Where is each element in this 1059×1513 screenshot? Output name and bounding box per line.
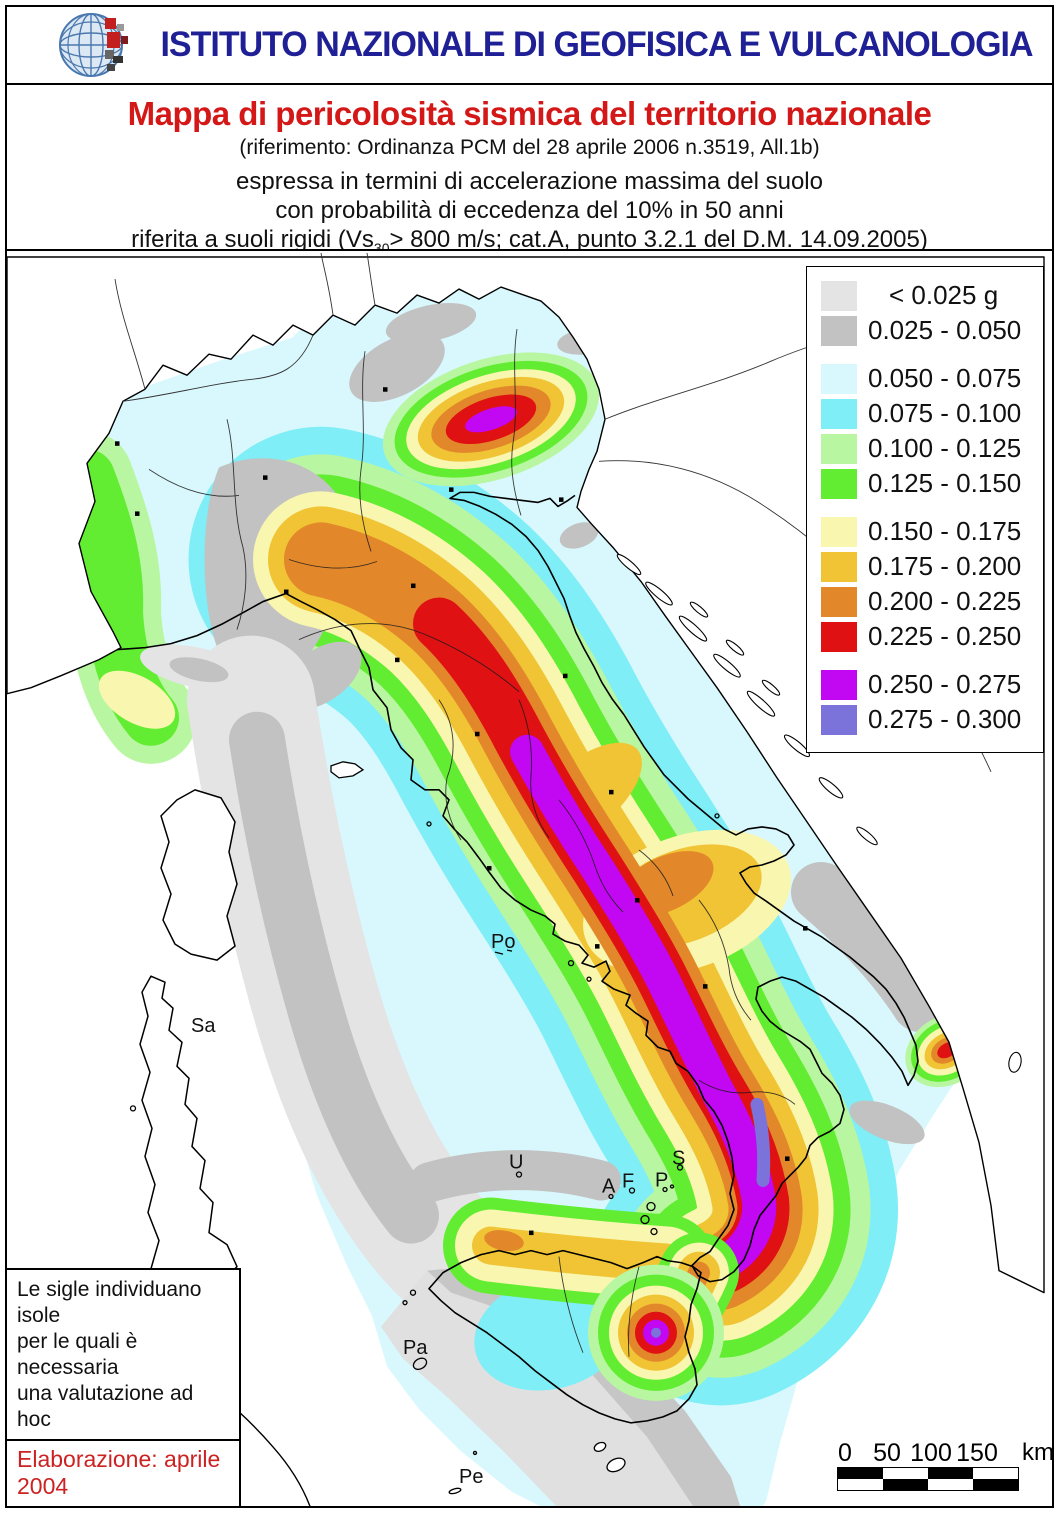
- subtitle-3: riferita a suoli rigidi (Vs30> 800 m/s; …: [131, 226, 928, 251]
- map-title: Mappa di pericolosità sismica del territ…: [127, 95, 932, 132]
- legend-swatch: [821, 586, 857, 617]
- legend-row: 0.025 - 0.050: [821, 315, 1033, 346]
- label-stromboli: S: [672, 1147, 685, 1169]
- legend-swatch: [821, 363, 857, 394]
- legend-row: 0.150 - 0.175: [821, 516, 1033, 547]
- label-sardegna: Sa: [191, 1015, 216, 1037]
- southeast-sicily-hotspot: [588, 1264, 724, 1401]
- hazard-map: Po Sa U A F P S Pa Pe: [7, 252, 1045, 1506]
- subtitle-2: con probabilità di eccedenza del 10% in …: [275, 197, 784, 224]
- italy-coastline: [116, 491, 919, 1424]
- note-text: Le sigle individuano isole per le quali …: [17, 1278, 202, 1431]
- map-area: Po Sa U A F P S Pa Pe < 0.025 g 0.025 - …: [7, 251, 1052, 1506]
- legend-row: 0.275 - 0.300: [821, 704, 1033, 735]
- legend-row: 0.225 - 0.250: [821, 621, 1033, 652]
- legend-swatch: [821, 433, 857, 464]
- legend-swatch: [821, 468, 857, 499]
- label-ustica: U: [509, 1151, 523, 1173]
- legend-swatch: [821, 280, 857, 311]
- legend-row: 0.250 - 0.275: [821, 669, 1033, 700]
- legend-swatch: [821, 704, 857, 735]
- scale-ticks: 0 50 100 150 km: [838, 1439, 1052, 1467]
- label-pantelleria: Pa: [403, 1337, 428, 1359]
- legend-swatch: [821, 315, 857, 346]
- legend-row: 0.075 - 0.100: [821, 398, 1033, 429]
- legend-row: 0.200 - 0.225: [821, 586, 1033, 617]
- scale-bar-checker: [837, 1467, 1019, 1491]
- note-box: Le sigle individuano isole per le quali …: [7, 1268, 241, 1506]
- label-alicudi: A: [602, 1175, 616, 1197]
- label-panarea: P: [655, 1169, 668, 1191]
- hazard-field: [81, 264, 980, 1506]
- scale-unit: km: [1022, 1439, 1052, 1466]
- legend-row: < 0.025 g: [821, 280, 1033, 311]
- legend-swatch: [821, 669, 857, 700]
- org-title: ISTITUTO NAZIONALE DI GEOFISICA E VULCAN…: [160, 25, 1033, 64]
- label-filicudi: F: [622, 1170, 634, 1192]
- label-ponza: Po: [491, 931, 515, 953]
- ingv-logo-icon: [59, 13, 128, 77]
- sardinia: [129, 975, 238, 1284]
- legend-swatch: [821, 621, 857, 652]
- header: ISTITUTO NAZIONALE DI GEOFISICA E VULCAN…: [7, 7, 1052, 85]
- legend: < 0.025 g 0.025 - 0.050 0.050 - 0.075 0.…: [806, 266, 1044, 753]
- friuli-hotspot: [382, 352, 600, 487]
- legend-row: 0.175 - 0.200: [821, 551, 1033, 582]
- label-pelagie: Pe: [459, 1466, 483, 1488]
- legend-swatch: [821, 398, 857, 429]
- map-reference: (riferimento: Ordinanza PCM del 28 april…: [239, 136, 820, 159]
- city-markers: [115, 387, 808, 1236]
- island-labels: Po Sa U A F P S Pa Pe: [191, 931, 685, 1488]
- scale-bar: 0 50 100 150 km: [819, 1439, 1052, 1491]
- page-frame: ISTITUTO NAZIONALE DI GEOFISICA E VULCAN…: [5, 5, 1054, 1508]
- subtitle-1: espressa in termini di accelerazione mas…: [236, 168, 823, 195]
- legend-row: 0.050 - 0.075: [821, 363, 1033, 394]
- region-borders: [148, 329, 796, 1357]
- legend-row: 0.125 - 0.150: [821, 468, 1033, 499]
- legend-row: 0.100 - 0.125: [821, 433, 1033, 464]
- elaboration-date: Elaborazione: aprile 2004: [7, 1439, 239, 1506]
- title-block: Mappa di pericolosità sismica del territ…: [7, 85, 1052, 251]
- corsica: [160, 789, 238, 961]
- legend-swatch: [821, 551, 857, 582]
- legend-swatch: [821, 516, 857, 547]
- small-islands: [330, 761, 720, 1495]
